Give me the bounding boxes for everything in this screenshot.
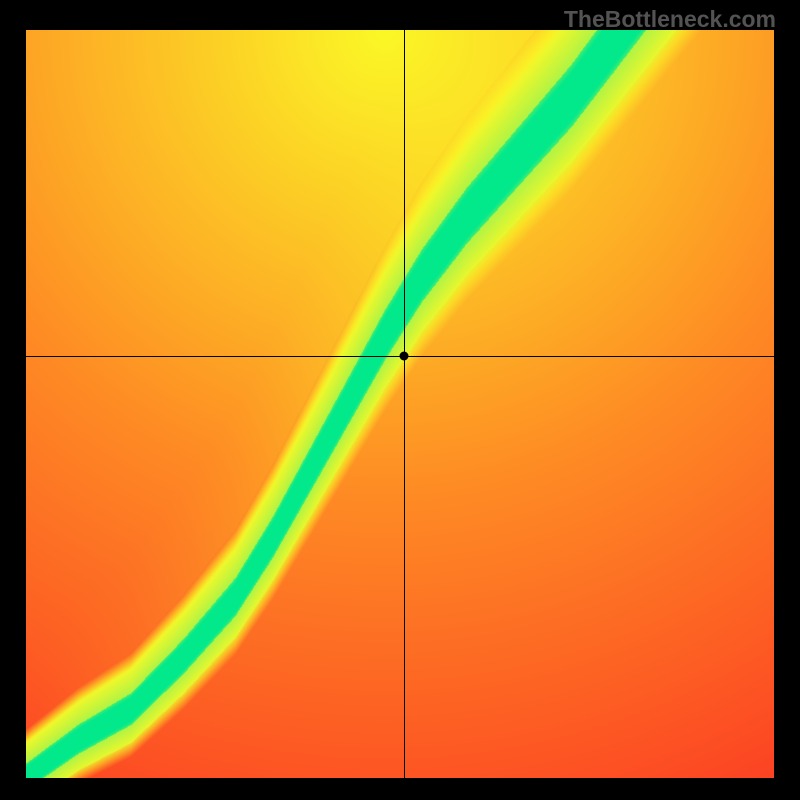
watermark-text: TheBottleneck.com <box>564 6 776 33</box>
marker-dot <box>400 352 409 361</box>
heatmap-canvas <box>26 30 774 778</box>
crosshair-vertical <box>404 30 405 778</box>
plot-area <box>26 30 774 778</box>
